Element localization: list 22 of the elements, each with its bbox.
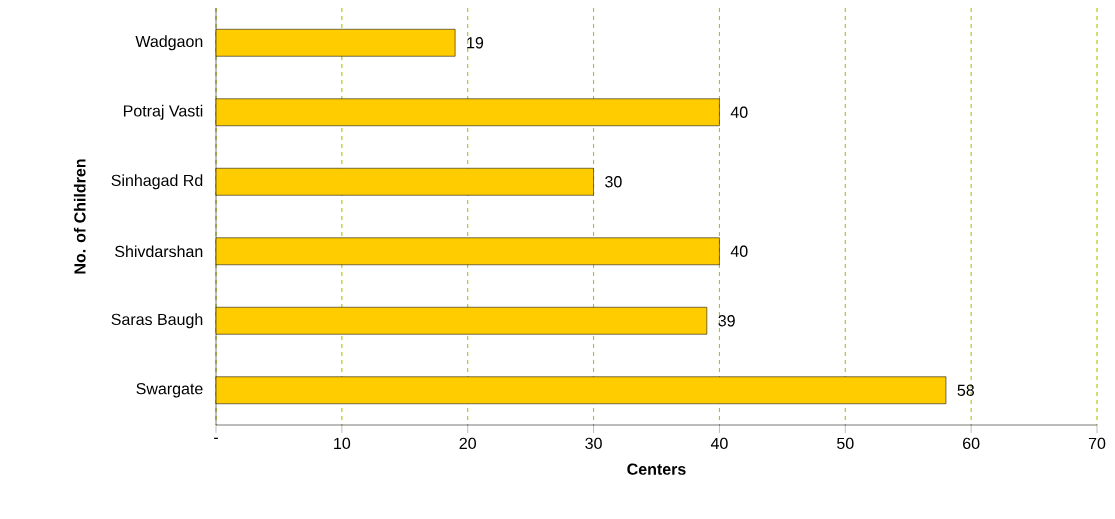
y-tick-label: Sinhagad Rd xyxy=(111,174,203,190)
y-tick-label: Swargate xyxy=(136,383,203,398)
x-tick-label: 40 xyxy=(710,437,728,450)
data-label: 40 xyxy=(730,245,748,257)
data-label: 19 xyxy=(467,37,484,49)
data-label: 30 xyxy=(605,176,622,188)
x-tick-label: 70 xyxy=(1088,437,1106,450)
y-tick-label: Shivdarshan xyxy=(115,245,203,258)
x-tick-label: 20 xyxy=(459,437,476,450)
y-tick-label: Saras Baugh xyxy=(111,313,203,329)
x-tick-label: 30 xyxy=(585,437,602,450)
x-tick-label: 10 xyxy=(334,437,351,450)
data-label: 58 xyxy=(957,384,974,396)
data-label: 40 xyxy=(730,106,748,118)
x-tick-label: - xyxy=(214,437,218,439)
y-axis-title: No. of Children xyxy=(73,159,86,274)
x-tick-label: 60 xyxy=(963,437,980,450)
x-axis-title: Centers xyxy=(627,463,686,475)
y-tick-label: Wadgaon xyxy=(135,35,203,51)
y-tick-label: Potraj Vasti xyxy=(123,104,203,120)
data-label: 39 xyxy=(718,315,735,327)
x-tick-label: 50 xyxy=(837,437,854,450)
